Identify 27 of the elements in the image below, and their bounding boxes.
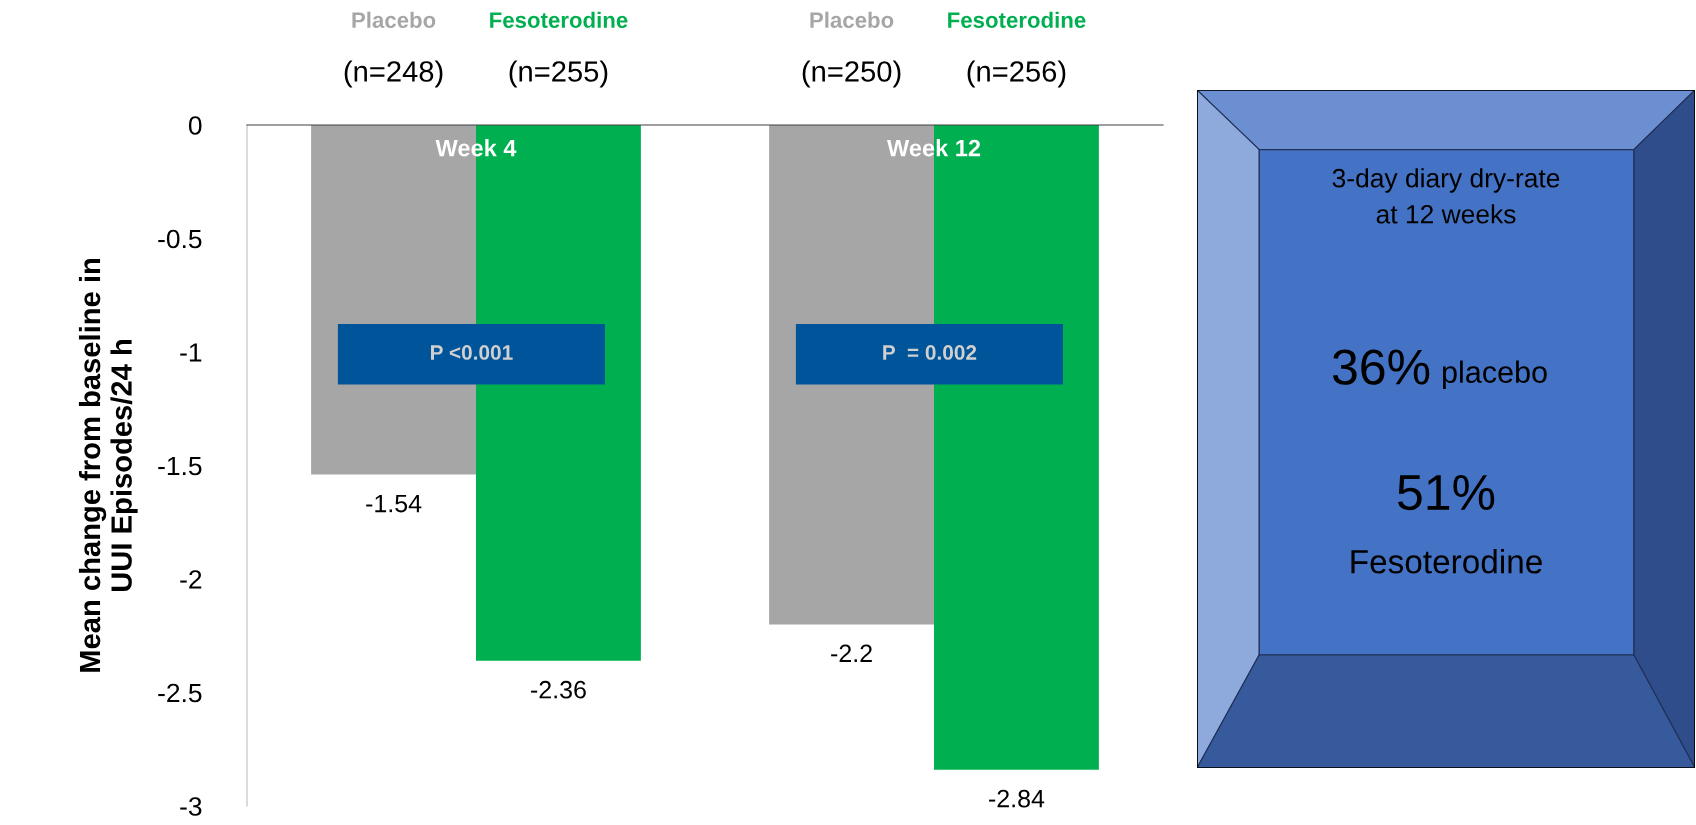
text: Placebo — [352, 11, 436, 28]
data-label: -2.36 — [531, 680, 586, 699]
y-axis-title: Mean change from baseline in UUI Episodes/24 h — [78, 259, 138, 672]
text: 36% — [1332, 349, 1430, 385]
data-label: -2.84 — [989, 789, 1045, 808]
text: (n=250) — [802, 60, 901, 88]
text: Placebo — [810, 11, 894, 28]
text: Fesoterodine — [1351, 549, 1542, 574]
text: (n=255) — [509, 60, 608, 88]
y-tick-label: -2 — [180, 570, 202, 589]
y-tick-label: -1.5 — [158, 456, 202, 476]
annotation: P <0.001 — [431, 345, 513, 360]
data-label: -2.2 — [831, 644, 872, 662]
text: Fesoterodine — [948, 11, 1086, 28]
text: (n=248) — [344, 60, 443, 88]
y-tick-label: -3 — [180, 797, 202, 816]
data-label: -1.54 — [366, 494, 422, 513]
text: (n=256) — [967, 60, 1066, 88]
y-tick-label: -1 — [180, 343, 202, 362]
y-tick-label: -0.5 — [158, 229, 202, 249]
text: 51% — [1397, 475, 1495, 511]
annotation: P = 0.002 — [883, 345, 977, 360]
y-tick-label: 0 — [188, 116, 202, 135]
text: 3-day diary dry-rate at 12 weeks — [1332, 168, 1560, 224]
y-tick-label: -2.5 — [158, 683, 202, 703]
text: Fesoterodine — [490, 11, 628, 28]
text: placebo — [1442, 360, 1547, 389]
